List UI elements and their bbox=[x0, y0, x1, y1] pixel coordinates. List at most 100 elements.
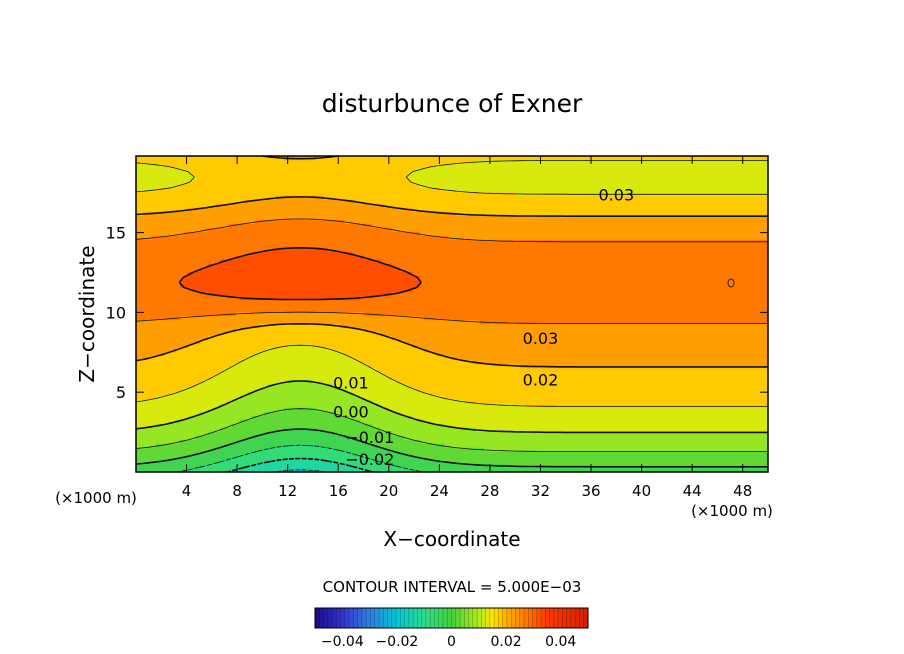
colorbar-swatch bbox=[438, 608, 444, 628]
colorbar-tick-label: 0 bbox=[447, 634, 456, 650]
contour-label-0: 0.03 bbox=[599, 185, 635, 204]
colorbar-swatch bbox=[396, 608, 401, 628]
colorbar-swatch bbox=[391, 608, 397, 628]
colorbar-swatch bbox=[485, 608, 491, 628]
colorbar-swatch bbox=[421, 608, 427, 628]
colorbar-swatch bbox=[344, 608, 350, 628]
contour-label-4: 0.00 bbox=[333, 402, 369, 421]
colorbar-swatch bbox=[315, 608, 320, 628]
contour-band-9 bbox=[235, 459, 365, 472]
x-tick-label: 20 bbox=[379, 482, 398, 500]
colorbar-swatch bbox=[558, 608, 563, 628]
colorbar-swatch bbox=[570, 608, 576, 628]
contour-label-layer: 0.03 0.03 0.02 0.01 0.00 −0.01 −0.02 bbox=[333, 185, 634, 469]
colorbar: −0.04 −0.02 0 0.02 0.04 bbox=[314, 607, 589, 650]
colorbar-swatch bbox=[425, 608, 431, 628]
colorbar-swatch bbox=[464, 608, 469, 628]
x-tick-label: 28 bbox=[480, 482, 499, 500]
contour-lines bbox=[136, 156, 768, 472]
colorbar-swatch bbox=[553, 608, 559, 628]
contour-interval-text: CONTOUR INTERVAL = 5.000E−03 bbox=[323, 578, 582, 596]
x-tick-label: 44 bbox=[683, 482, 702, 500]
x-tick-label: 4 bbox=[182, 482, 192, 500]
colorbar-swatch bbox=[511, 608, 516, 628]
contour-band-2 bbox=[136, 159, 768, 433]
x-axis-label: X−coordinate bbox=[383, 527, 520, 551]
colorbar-swatch bbox=[430, 608, 435, 628]
contour-line-pos6 bbox=[178, 247, 422, 301]
colorbar-swatch bbox=[502, 608, 508, 628]
colorbar-swatch bbox=[575, 608, 580, 628]
y-tick-label: 15 bbox=[106, 224, 126, 243]
colorbar-swatch bbox=[408, 608, 414, 628]
colorbar-swatch bbox=[327, 608, 333, 628]
contour-label-3: 0.01 bbox=[333, 374, 369, 393]
x-tick-label: 24 bbox=[430, 482, 449, 500]
colorbar-swatch bbox=[460, 608, 465, 628]
colorbar-swatch bbox=[524, 608, 529, 628]
colorbar-tick-labels: −0.04 −0.02 0 0.02 0.04 bbox=[321, 634, 577, 650]
colorbar-swatch bbox=[541, 608, 546, 628]
colorbar-swatch bbox=[494, 608, 499, 628]
colorbar-frame bbox=[314, 607, 589, 629]
colorbar-swatch bbox=[515, 608, 521, 628]
colorbar-swatch bbox=[566, 608, 572, 628]
local-max-marker bbox=[727, 278, 735, 288]
plot-frame bbox=[135, 155, 769, 473]
x-tick-label: 36 bbox=[581, 482, 600, 500]
contour-label-2: 0.02 bbox=[523, 370, 559, 389]
colorbar-swatch bbox=[442, 608, 448, 628]
contour-label-5: −0.01 bbox=[345, 428, 394, 447]
colorbar-swatch bbox=[536, 608, 542, 628]
colorbar-swatch bbox=[400, 608, 405, 628]
contour-label-6: −0.02 bbox=[345, 450, 394, 469]
colorbar-tick-label: 0.02 bbox=[491, 634, 522, 650]
colorbar-swatch bbox=[366, 608, 371, 628]
y-tick-label: 10 bbox=[106, 303, 126, 322]
colorbar-swatch bbox=[332, 608, 337, 628]
contour-line-pos1 bbox=[136, 408, 768, 452]
colorbar-swatch bbox=[340, 608, 346, 628]
contour-line-pos5 bbox=[136, 218, 768, 324]
colorbar-swatch bbox=[519, 608, 525, 628]
colorbar-swatch bbox=[549, 608, 555, 628]
colorbar-swatch bbox=[434, 608, 440, 628]
colorbar-swatch bbox=[323, 608, 329, 628]
y-tick-label: 5 bbox=[116, 383, 126, 402]
x-tick-label: 48 bbox=[733, 482, 752, 500]
x-tick-label: 32 bbox=[531, 482, 550, 500]
colorbar-swatch bbox=[319, 608, 324, 628]
colorbar-swatch bbox=[383, 608, 388, 628]
contour-label-1: 0.03 bbox=[523, 329, 559, 348]
x-tick-label: 40 bbox=[632, 482, 651, 500]
colorbar-swatch bbox=[562, 608, 567, 628]
colorbar-swatch bbox=[468, 608, 474, 628]
colorbar-swatch bbox=[413, 608, 418, 628]
plot-area: 0.030.030.020.010.00−0.01−0.02 4 8 12 16 20 2… bbox=[106, 155, 769, 500]
colorbar-swatch bbox=[353, 608, 358, 628]
colorbar-swatch bbox=[404, 608, 410, 628]
colorbar-swatch bbox=[361, 608, 367, 628]
contour-band-5 bbox=[136, 379, 768, 453]
x-tick-label: 12 bbox=[278, 482, 297, 500]
colorbar-swatch bbox=[528, 608, 533, 628]
colorbar-swatch bbox=[545, 608, 550, 628]
x-unit-label-right: (×1000 m) bbox=[691, 502, 773, 520]
colorbar-swatch bbox=[481, 608, 486, 628]
contour-band-4 bbox=[179, 247, 421, 301]
colorbar-swatch bbox=[336, 608, 341, 628]
chart-title: disturbunce of Exner bbox=[322, 89, 583, 118]
colorbar-swatch bbox=[378, 608, 384, 628]
colorbar-tick-label: 0.04 bbox=[545, 634, 576, 650]
colorbar-swatch bbox=[455, 608, 461, 628]
contour-line-pos2 bbox=[136, 380, 768, 434]
colorbar-swatch bbox=[489, 608, 495, 628]
colorbar-swatch bbox=[447, 608, 452, 628]
colorbar-swatch bbox=[579, 608, 585, 628]
colorbar-swatch bbox=[506, 608, 512, 628]
colorbar-tick-label: −0.04 bbox=[321, 634, 364, 650]
contour-line-pos0 bbox=[136, 428, 768, 468]
colorbar-swatch bbox=[451, 608, 457, 628]
colorbar-swatch bbox=[357, 608, 363, 628]
